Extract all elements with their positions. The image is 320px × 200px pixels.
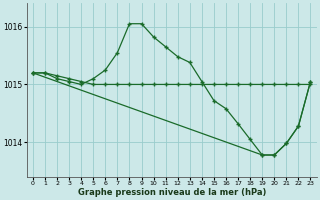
X-axis label: Graphe pression niveau de la mer (hPa): Graphe pression niveau de la mer (hPa) [77, 188, 266, 197]
